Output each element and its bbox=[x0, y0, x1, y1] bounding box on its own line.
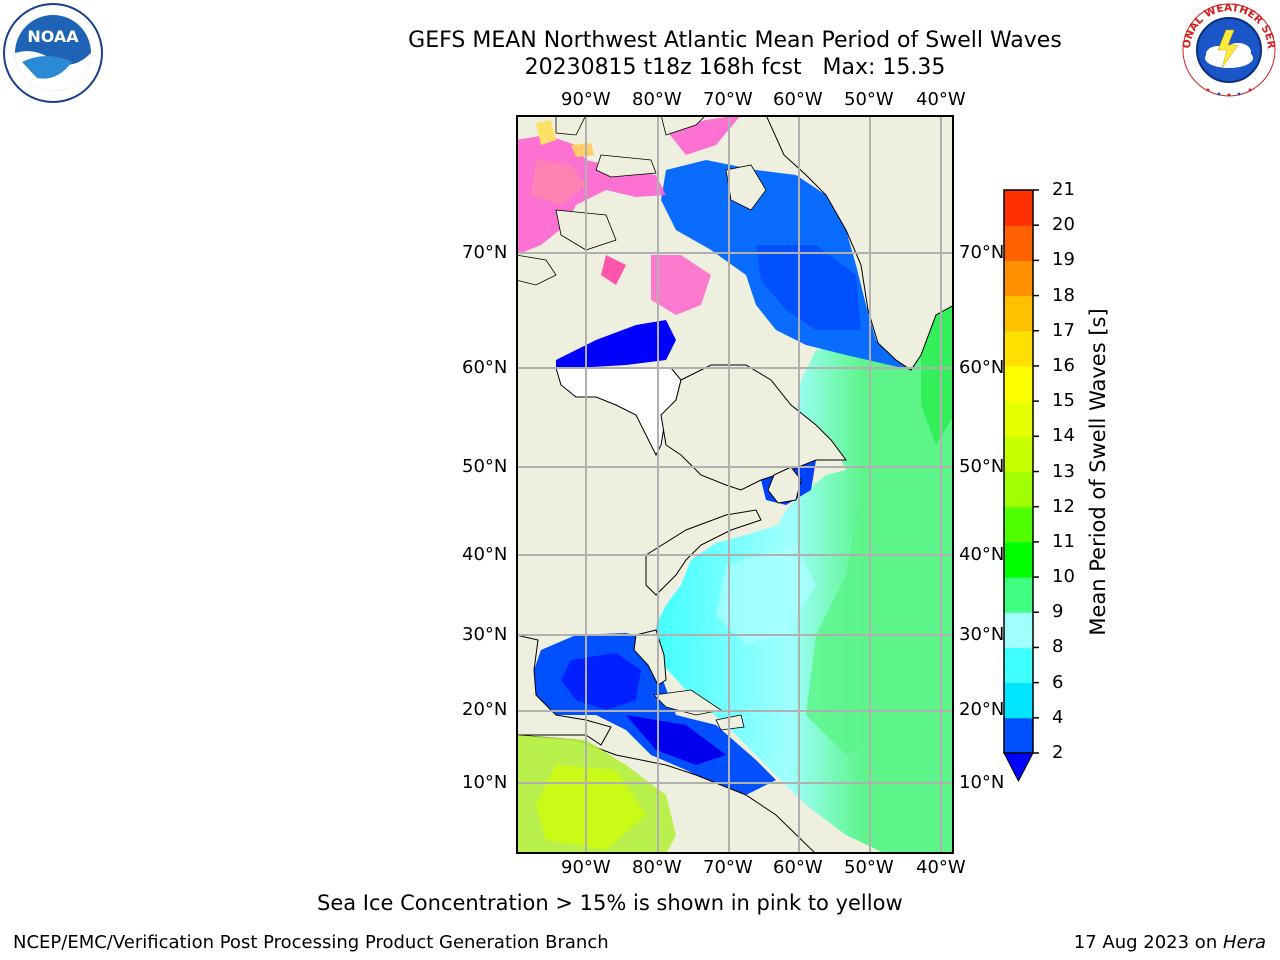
chart-subtitle: 20230815 t18z 168h fcst Max: 15.35 bbox=[524, 55, 946, 80]
colorbar-tick-label: 13 bbox=[1052, 460, 1075, 482]
lon-label-bottom: 60°W bbox=[773, 857, 823, 878]
colorbar-tick-label: 21 bbox=[1052, 179, 1075, 200]
colorbar-band bbox=[1004, 295, 1033, 332]
lat-label-right: 60°N bbox=[959, 357, 1005, 378]
footer-credit: NCEP/EMC/Verification Post Processing Pr… bbox=[13, 932, 609, 953]
colorbar-band bbox=[1004, 471, 1033, 508]
colorbar-tick-label: 11 bbox=[1052, 530, 1075, 552]
lat-label-right: 50°N bbox=[959, 456, 1005, 477]
colorbar-band bbox=[1004, 190, 1033, 226]
graticule bbox=[516, 115, 954, 854]
colorbar-band bbox=[1004, 365, 1033, 402]
colorbar-under-triangle bbox=[1003, 752, 1034, 783]
lat-label-left: 30°N bbox=[462, 624, 508, 645]
lat-label-left: 70°N bbox=[462, 242, 508, 263]
colorbar-band bbox=[1004, 225, 1033, 261]
colorbar-band bbox=[1004, 330, 1033, 367]
colorbar-label: Mean Period of Swell Waves [s] bbox=[1086, 308, 1110, 636]
colorbar-tick-label: 12 bbox=[1052, 495, 1075, 517]
colorbar-tick-label: 9 bbox=[1052, 601, 1064, 623]
footer-date-text: 17 Aug 2023 on bbox=[1073, 932, 1223, 953]
colorbar-svg bbox=[1003, 189, 1039, 783]
noaa-logo: NOAA bbox=[2, 2, 104, 104]
map-svg bbox=[516, 115, 954, 854]
lat-label-left: 20°N bbox=[462, 699, 508, 720]
colorbar-band bbox=[1004, 682, 1033, 719]
colorbar-tick-label: 17 bbox=[1052, 319, 1075, 341]
lon-label-top: 50°W bbox=[844, 89, 894, 110]
lon-label-top: 40°W bbox=[916, 89, 966, 110]
lat-label-left: 40°N bbox=[462, 544, 508, 565]
colorbar-band bbox=[1004, 541, 1033, 578]
lat-label-left: 10°N bbox=[462, 772, 508, 793]
nws-logo: NATIONAL WEATHER SERVICE bbox=[1174, 0, 1280, 100]
lat-label-right: 30°N bbox=[959, 624, 1005, 645]
lat-label-right: 10°N bbox=[959, 772, 1005, 793]
colorbar-tick-label: 18 bbox=[1052, 284, 1075, 306]
colorbar-tick-label: 10 bbox=[1052, 566, 1075, 588]
colorbar-tick-label: 4 bbox=[1052, 706, 1064, 728]
colorbar-band bbox=[1004, 612, 1033, 648]
noaa-logo-text: NOAA bbox=[27, 27, 79, 46]
colorbar-tick-label: 6 bbox=[1052, 671, 1064, 693]
lon-label-bottom: 70°W bbox=[703, 857, 753, 878]
colorbar-ticks: 2 4 6 8 9 10 11 12 13 14 15 16 17 18 19 20 21 bbox=[1052, 0, 1092, 960]
lon-label-top: 60°W bbox=[773, 89, 823, 110]
colorbar-tick-label: 20 bbox=[1052, 214, 1075, 236]
lon-label-bottom: 40°W bbox=[916, 857, 966, 878]
footer-machine: Hera bbox=[1222, 932, 1266, 953]
lon-label-top: 80°W bbox=[632, 89, 682, 110]
colorbar bbox=[1000, 185, 1060, 785]
lat-label-right: 70°N bbox=[959, 242, 1005, 263]
colorbar-tick-label: 15 bbox=[1052, 390, 1075, 412]
colorbar-tick-label: 2 bbox=[1052, 742, 1064, 763]
colorbar-tick-label: 16 bbox=[1052, 354, 1075, 376]
chart-title: GEFS MEAN Northwest Atlantic Mean Period… bbox=[408, 28, 1062, 53]
colorbar-tick-label: 14 bbox=[1052, 425, 1075, 447]
lat-label-right: 20°N bbox=[959, 699, 1005, 720]
colorbar-band bbox=[1004, 717, 1033, 754]
lon-label-top: 90°W bbox=[561, 89, 611, 110]
lon-label-bottom: 90°W bbox=[561, 857, 611, 878]
colorbar-band bbox=[1004, 436, 1033, 472]
colorbar-band bbox=[1004, 647, 1033, 684]
lat-label-right: 40°N bbox=[959, 544, 1005, 565]
sea-ice-note: Sea Ice Concentration > 15% is shown in … bbox=[317, 891, 903, 915]
lat-label-left: 60°N bbox=[462, 357, 508, 378]
colorbar-band bbox=[1004, 260, 1033, 297]
lon-label-bottom: 50°W bbox=[844, 857, 894, 878]
footer-date: 17 Aug 2023 on Hera bbox=[1074, 932, 1266, 953]
colorbar-band bbox=[1004, 506, 1033, 543]
colorbar-tick-label: 19 bbox=[1052, 249, 1075, 271]
map-panel bbox=[516, 115, 954, 854]
greenland-land bbox=[765, 115, 954, 371]
colorbar-band bbox=[1004, 401, 1033, 437]
lon-label-bottom: 80°W bbox=[632, 857, 682, 878]
lon-label-top: 70°W bbox=[703, 89, 753, 110]
colorbar-band bbox=[1004, 577, 1033, 613]
lat-label-left: 50°N bbox=[462, 456, 508, 477]
colorbar-tick-label: 8 bbox=[1052, 636, 1064, 658]
